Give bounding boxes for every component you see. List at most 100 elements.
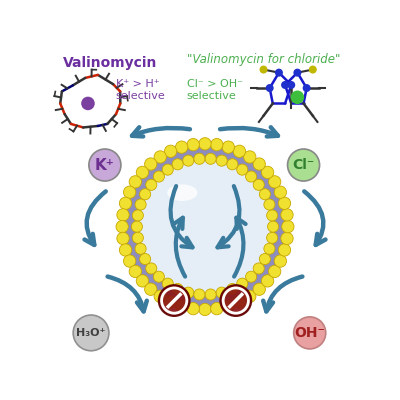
Text: K⁺: K⁺ [95,158,115,172]
Circle shape [162,164,173,175]
Circle shape [264,199,275,210]
Circle shape [291,90,304,104]
Text: selective: selective [116,91,166,101]
Circle shape [259,254,270,264]
Circle shape [117,232,129,244]
Text: Cl⁻ > OH⁻: Cl⁻ > OH⁻ [186,79,242,89]
Ellipse shape [138,160,272,293]
Circle shape [205,289,216,300]
Ellipse shape [120,142,290,311]
Circle shape [119,244,132,256]
Circle shape [172,284,183,294]
Circle shape [135,243,146,254]
Circle shape [244,290,256,302]
Text: Valinomycin: Valinomycin [63,56,158,70]
Circle shape [293,69,302,77]
Text: K⁺ > H⁺: K⁺ > H⁺ [116,79,159,89]
Circle shape [172,159,183,170]
Circle shape [267,210,278,221]
Ellipse shape [145,166,265,287]
Circle shape [264,243,275,254]
Circle shape [275,69,283,77]
Circle shape [194,289,205,300]
Circle shape [253,263,264,274]
Circle shape [220,285,251,316]
Circle shape [227,159,238,170]
Circle shape [183,287,194,298]
Circle shape [187,138,199,151]
Circle shape [262,166,274,178]
Circle shape [154,151,166,163]
Circle shape [222,141,234,153]
FancyArrowPatch shape [132,127,190,136]
Circle shape [132,210,143,221]
Ellipse shape [132,154,278,299]
FancyArrowPatch shape [234,218,246,276]
Circle shape [227,284,238,294]
Circle shape [268,221,279,232]
Text: selective: selective [186,91,236,101]
Circle shape [233,296,246,308]
Circle shape [268,265,281,278]
FancyArrowPatch shape [304,191,326,245]
Text: "Valinomycin for chloride": "Valinomycin for chloride" [186,53,340,66]
Circle shape [288,149,320,181]
Circle shape [132,232,143,243]
Ellipse shape [167,184,198,201]
Circle shape [309,66,317,74]
Text: Cl⁻: Cl⁻ [292,158,315,172]
Ellipse shape [139,160,271,293]
Circle shape [253,179,264,190]
Circle shape [162,278,173,289]
Circle shape [278,197,291,210]
Circle shape [153,271,164,282]
Circle shape [274,255,286,267]
Text: OH⁻: OH⁻ [294,326,325,340]
Circle shape [222,300,234,312]
Circle shape [136,166,148,178]
Ellipse shape [167,184,198,201]
Circle shape [135,199,146,210]
Circle shape [131,221,142,232]
Circle shape [146,179,157,190]
Circle shape [124,186,136,198]
Circle shape [244,151,256,163]
FancyArrowPatch shape [263,276,302,312]
Circle shape [164,145,177,158]
Circle shape [124,255,136,267]
Circle shape [116,220,128,233]
Ellipse shape [184,196,199,205]
Circle shape [282,220,294,233]
Circle shape [176,300,188,312]
Circle shape [73,315,109,351]
FancyArrowPatch shape [170,186,192,247]
Circle shape [89,149,121,181]
Circle shape [266,84,274,92]
Circle shape [281,209,293,221]
Circle shape [164,296,177,308]
Circle shape [281,232,293,244]
Circle shape [176,141,188,153]
Circle shape [205,153,216,164]
Circle shape [183,155,194,166]
Circle shape [260,66,268,74]
Circle shape [144,283,157,295]
Circle shape [211,302,223,315]
Circle shape [144,158,157,170]
Circle shape [81,97,95,110]
FancyArrowPatch shape [84,191,106,245]
Circle shape [194,153,205,164]
Circle shape [129,176,142,188]
Circle shape [187,302,199,315]
Circle shape [303,84,311,92]
Circle shape [246,171,257,182]
Circle shape [281,81,289,89]
Circle shape [136,275,148,287]
Circle shape [216,155,227,166]
FancyArrowPatch shape [218,186,240,247]
Circle shape [140,189,151,200]
FancyArrowPatch shape [174,218,185,276]
Circle shape [237,278,248,289]
Circle shape [117,209,129,221]
Circle shape [216,287,227,298]
